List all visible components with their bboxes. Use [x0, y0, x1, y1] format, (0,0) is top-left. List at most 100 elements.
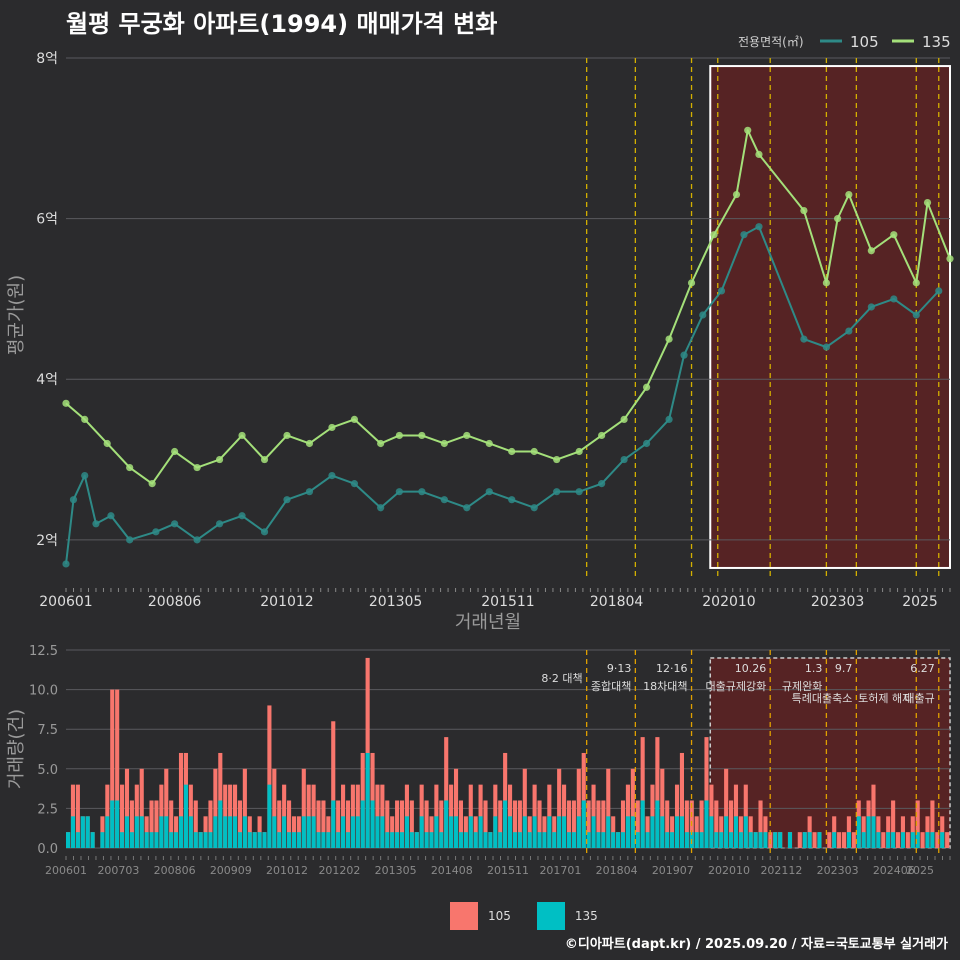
bar-135: [336, 832, 341, 848]
series-point-105: [680, 351, 688, 359]
bar-135: [846, 832, 851, 848]
bar-135: [856, 816, 861, 848]
bar-135: [729, 832, 734, 848]
series-point-135: [508, 447, 516, 456]
x-tick-label: 202010: [708, 864, 750, 877]
bar-135: [493, 816, 498, 848]
bar-135: [660, 816, 665, 848]
y-tick-label: 2억: [36, 533, 58, 549]
y-tick-label: 2.5: [37, 802, 58, 817]
x-tick-label: 201701: [539, 864, 581, 877]
bar-105: [331, 721, 336, 848]
bar-135: [395, 832, 400, 848]
series-point-135: [463, 431, 471, 440]
y-axis-title: 평균가(원): [6, 275, 27, 355]
bar-135: [139, 816, 144, 848]
series-point-105: [642, 439, 651, 448]
volume-legend: 105 135: [450, 902, 598, 930]
x-tick-label: 200601: [45, 864, 87, 877]
bar-105: [395, 800, 400, 848]
series-point-135: [328, 423, 336, 432]
bar-135: [341, 816, 346, 848]
bar-135: [773, 832, 778, 848]
bar-135: [316, 832, 321, 848]
bar-105: [684, 800, 689, 848]
bar-135: [237, 832, 242, 848]
series-point-105: [395, 488, 403, 496]
series-point-135: [81, 415, 89, 423]
series-point-135: [553, 455, 561, 464]
bar-135: [670, 832, 675, 848]
bar-135: [478, 816, 483, 848]
bar-105: [164, 768, 169, 848]
series-point-105: [463, 504, 471, 512]
bar-135: [434, 816, 439, 848]
bar-105: [537, 800, 542, 848]
annotation-label: 대출규제강화: [705, 680, 766, 693]
bar-105: [635, 800, 640, 848]
bar-135: [620, 832, 626, 848]
series-point-135: [620, 415, 628, 423]
x-tick-label: 200806: [154, 864, 196, 877]
bar-135: [105, 816, 110, 848]
bar-105: [517, 800, 522, 848]
bar-135: [203, 832, 208, 848]
series-point-105: [215, 520, 224, 528]
series-point-135: [890, 231, 898, 239]
series-point-135: [755, 150, 763, 158]
series-point-135: [732, 190, 741, 199]
bar-135: [522, 816, 527, 848]
legend-swatch-135: [536, 902, 565, 930]
series-point-105: [238, 512, 246, 520]
series-point-135: [642, 383, 651, 391]
bar-105: [935, 832, 940, 848]
bar-105: [606, 768, 611, 848]
bar-135: [80, 816, 85, 848]
annotation-label: 10.26: [735, 662, 767, 675]
bar-105: [178, 752, 184, 848]
bar-105: [522, 768, 527, 848]
bar-105: [905, 832, 910, 848]
bar-135: [223, 816, 228, 848]
bar-105: [139, 768, 144, 848]
bar-105: [149, 800, 154, 848]
bar-105: [557, 768, 562, 848]
series-point-105: [800, 335, 808, 343]
legend-swatch-105: [450, 902, 478, 930]
x-tick-label: 201511: [487, 864, 529, 877]
series-point-105: [890, 295, 898, 303]
series-point-105: [530, 504, 538, 512]
bar-105: [891, 800, 896, 848]
x-tick-label: 202112: [760, 864, 802, 877]
bar-135: [807, 832, 812, 848]
bar-135: [218, 800, 223, 848]
bar-135: [272, 816, 277, 848]
series-point-135: [148, 480, 156, 488]
series-point-135: [440, 439, 448, 448]
bar-135: [66, 832, 71, 848]
x-tick-label: 2025: [902, 594, 938, 610]
bar-105: [512, 800, 518, 848]
bar-135: [164, 816, 169, 848]
bar-135: [134, 816, 139, 848]
bar-135: [169, 832, 174, 848]
bar-135: [655, 800, 660, 848]
recent-highlight-box: [709, 65, 951, 569]
bar-135: [70, 816, 76, 848]
x-tick-label: 202406: [873, 864, 915, 877]
series-point-135: [283, 431, 291, 440]
series-point-105: [845, 327, 853, 335]
bar-135: [586, 832, 591, 848]
bar-135: [679, 816, 684, 848]
bar-135: [390, 832, 395, 848]
series-point-105: [377, 504, 385, 512]
bar-135: [252, 832, 257, 848]
price-plot: 2억 4억 6억 8억 200601 200806 201012 201305 201511 20…: [6, 33, 954, 633]
series-point-105: [598, 480, 606, 488]
x-tick-label: 2025: [906, 864, 934, 877]
x-tick-label: 200806: [148, 594, 202, 610]
bar-135: [287, 832, 292, 848]
bar-105: [630, 768, 635, 848]
bar-105: [679, 752, 684, 848]
bar-135: [694, 832, 699, 848]
